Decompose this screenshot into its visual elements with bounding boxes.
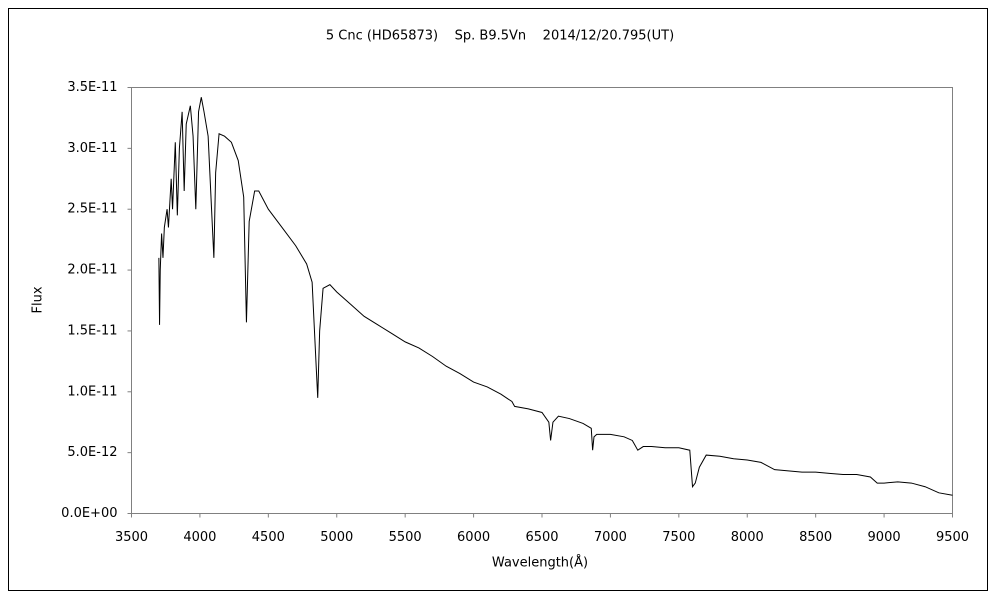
x-tick-label: 4000 [183,530,216,545]
x-tick-label: 8500 [799,530,832,545]
y-tick-label: 3.5E-11 [67,80,117,95]
x-tick-label: 9500 [936,530,969,545]
y-tick-label: 2.0E-11 [67,263,117,278]
spectrum-line [158,97,953,496]
x-tick-label: 8000 [731,530,764,545]
y-tick-label: 2.5E-11 [67,202,117,217]
x-axis-label: Wavelength(Å) [492,555,588,571]
y-tick-label: 3.0E-11 [67,141,117,156]
x-tick-label: 9000 [868,530,901,545]
x-tick-label: 3500 [115,530,148,545]
x-tick-label: 4500 [252,530,285,545]
x-tick-label: 7000 [594,530,627,545]
x-tick-label: 7500 [662,530,695,545]
x-tick-label: 5500 [389,530,422,545]
chart-title: 5 Cnc (HD65873) Sp. B9.5Vn 2014/12/20.79… [326,29,674,44]
x-tick-label: 6500 [525,530,558,545]
y-axis-label: Flux [31,286,46,313]
x-tick-label: 6000 [457,530,490,545]
y-tick-label: 1.5E-11 [67,323,117,338]
x-tick-label: 5000 [320,530,353,545]
plot-area [131,87,953,514]
y-tick-label: 5.0E-12 [67,445,117,460]
y-tick-label: 1.0E-11 [67,384,117,399]
frame [8,8,988,591]
y-tick-label: 0.0E+00 [61,506,117,521]
